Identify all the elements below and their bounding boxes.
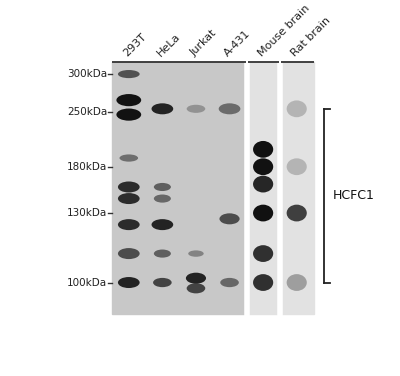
Text: 130kDa: 130kDa bbox=[67, 208, 107, 218]
Text: 100kDa: 100kDa bbox=[67, 277, 107, 288]
Ellipse shape bbox=[220, 278, 239, 287]
Text: HCFC1: HCFC1 bbox=[332, 189, 374, 202]
Text: Mouse brain: Mouse brain bbox=[256, 3, 312, 58]
Text: A-431: A-431 bbox=[222, 28, 252, 58]
Ellipse shape bbox=[118, 182, 140, 193]
Ellipse shape bbox=[187, 283, 205, 293]
Ellipse shape bbox=[253, 245, 273, 262]
Text: 250kDa: 250kDa bbox=[67, 107, 107, 117]
Ellipse shape bbox=[253, 176, 273, 193]
Ellipse shape bbox=[253, 205, 273, 221]
Text: 180kDa: 180kDa bbox=[67, 162, 107, 172]
Ellipse shape bbox=[153, 278, 172, 287]
Ellipse shape bbox=[253, 274, 273, 291]
Ellipse shape bbox=[116, 94, 141, 106]
Ellipse shape bbox=[154, 183, 171, 191]
Bar bbox=[281, 62, 314, 314]
Ellipse shape bbox=[287, 158, 307, 175]
Ellipse shape bbox=[287, 274, 307, 291]
Ellipse shape bbox=[220, 213, 240, 224]
Ellipse shape bbox=[118, 248, 140, 259]
Ellipse shape bbox=[118, 277, 140, 288]
Text: 300kDa: 300kDa bbox=[67, 69, 107, 79]
Text: HeLa: HeLa bbox=[155, 31, 182, 58]
Ellipse shape bbox=[120, 155, 138, 162]
Bar bbox=[248, 62, 279, 314]
Ellipse shape bbox=[188, 250, 204, 257]
Ellipse shape bbox=[219, 103, 240, 114]
Ellipse shape bbox=[187, 105, 205, 113]
Bar bbox=[112, 62, 246, 314]
Ellipse shape bbox=[118, 193, 140, 204]
Ellipse shape bbox=[186, 273, 206, 284]
Text: Rat brain: Rat brain bbox=[290, 15, 333, 58]
Ellipse shape bbox=[152, 103, 173, 114]
Text: 293T: 293T bbox=[122, 31, 148, 58]
Ellipse shape bbox=[118, 70, 140, 78]
Ellipse shape bbox=[154, 194, 171, 203]
Ellipse shape bbox=[253, 141, 273, 158]
Ellipse shape bbox=[287, 205, 307, 221]
Ellipse shape bbox=[116, 109, 141, 121]
Ellipse shape bbox=[154, 250, 171, 258]
Ellipse shape bbox=[253, 158, 273, 175]
Ellipse shape bbox=[152, 219, 173, 230]
Text: Jurkat: Jurkat bbox=[189, 28, 219, 58]
Ellipse shape bbox=[287, 100, 307, 117]
Ellipse shape bbox=[118, 219, 140, 230]
